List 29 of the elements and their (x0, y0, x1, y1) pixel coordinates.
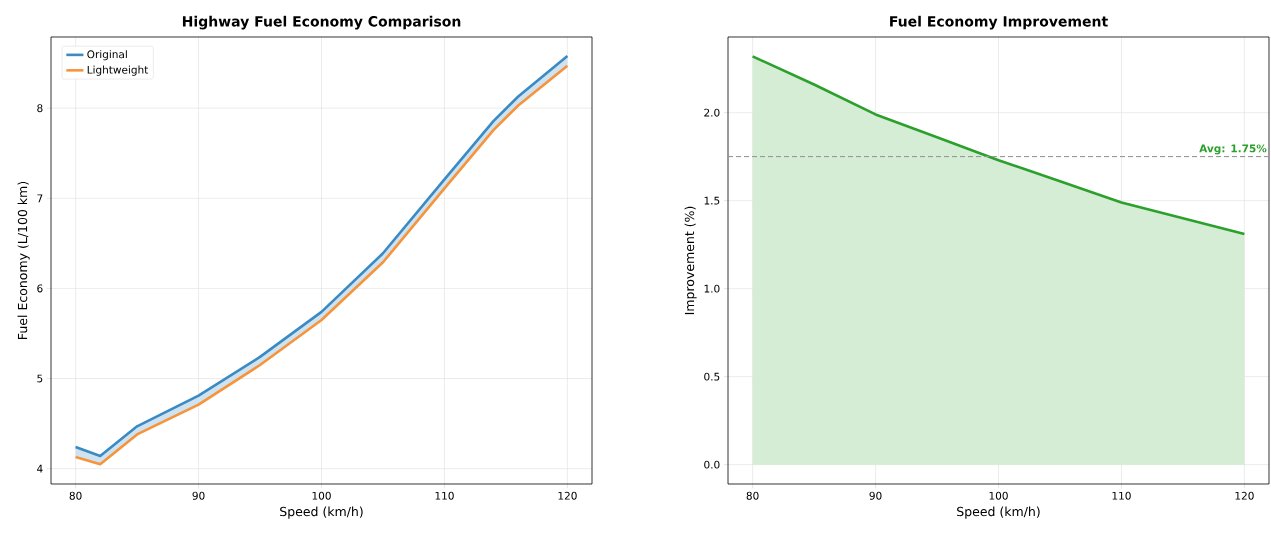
y-tick-label: 8 (37, 104, 43, 113)
y-axis-title: Fuel Economy (L/100 km) (17, 181, 30, 339)
x-tick-label: 90 (192, 491, 205, 500)
x-tick-label: 90 (869, 491, 882, 500)
x-tick-label: 100 (312, 491, 331, 500)
y-tick-label: 1.5 (704, 196, 720, 205)
chart-title: Fuel Economy Improvement (890, 15, 1108, 30)
y-tick-label: 6 (37, 284, 43, 293)
y-tick-label: 0.5 (704, 372, 720, 381)
x-tick-label: 120 (558, 491, 577, 500)
y-tick-label: 1.0 (704, 284, 720, 293)
y-tick-label: 7 (37, 194, 43, 203)
x-axis-title: Speed (km/h) (280, 506, 363, 519)
x-tick-label: 120 (1235, 491, 1254, 500)
y-tick-label: 2.0 (704, 108, 720, 117)
x-tick-label: 80 (69, 491, 82, 500)
chart-title: Highway Fuel Economy Comparison (182, 15, 461, 30)
y-tick-label: 0.0 (704, 460, 720, 469)
x-axis-title: Speed (km/h) (957, 506, 1040, 519)
y-tick-label: 5 (37, 374, 43, 383)
ref-line-label: Avg: 1.75% (1199, 144, 1267, 155)
y-tick-label: 4 (37, 464, 43, 473)
x-tick-label: 80 (746, 491, 759, 500)
legend-label: Original (87, 50, 127, 61)
x-tick-label: 110 (1112, 491, 1131, 500)
y-axis-title: Improvement (%) (684, 206, 697, 315)
x-tick-label: 100 (989, 491, 1008, 500)
x-tick-label: 110 (435, 491, 454, 500)
legend-label: Lightweight (87, 65, 149, 76)
